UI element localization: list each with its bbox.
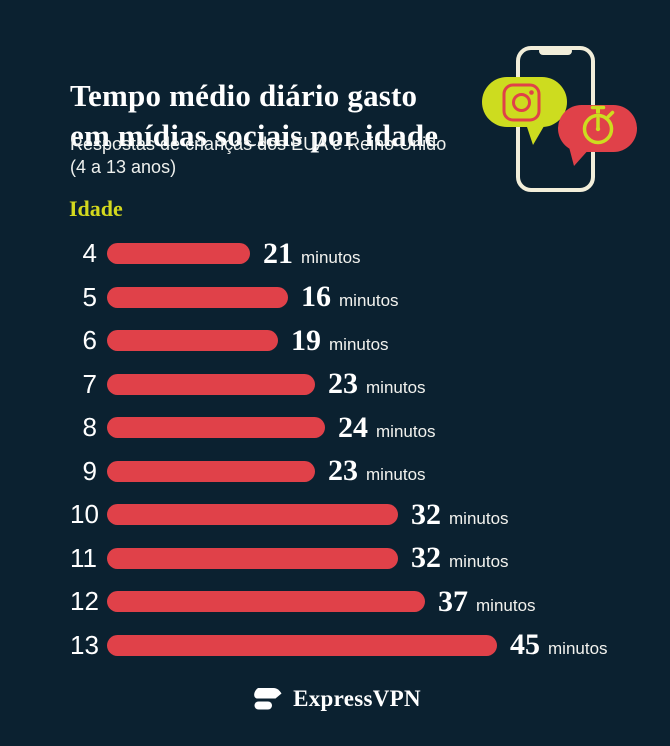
unit-label: minutos <box>449 508 509 528</box>
value-label: 16 <box>301 280 331 314</box>
brand-name: ExpressVPN <box>293 686 421 711</box>
unit-label: minutos <box>329 334 389 354</box>
value-label: 24 <box>338 410 368 444</box>
chart-rows: 4 21 minutos 5 16 minutos 6 19 minutos <box>70 232 630 667</box>
age-label: 8 <box>82 412 97 443</box>
value-label: 21 <box>263 236 293 270</box>
bar <box>107 504 398 526</box>
value-group: 24 minutos <box>338 410 436 444</box>
value-group: 45 minutos <box>510 630 608 660</box>
value-group: 32 minutos <box>411 543 509 573</box>
chart-row: 11 32 minutos <box>70 537 630 581</box>
value-label: 32 <box>411 541 441 575</box>
chart-row: 13 45 minutos <box>70 624 630 668</box>
bar <box>107 243 250 265</box>
value-label: 32 <box>411 497 441 531</box>
bar <box>107 591 425 613</box>
instagram-icon <box>502 83 541 122</box>
value-label: 23 <box>328 454 358 488</box>
chart-row: 4 21 minutos <box>70 232 630 276</box>
unit-label: minutos <box>548 639 608 659</box>
value-group: 23 minutos <box>328 456 426 486</box>
phone-notch <box>539 47 572 55</box>
chat-bubble-red <box>558 105 637 166</box>
value-label: 37 <box>438 584 468 618</box>
subtitle: Respostas de crianças dos EUA e Reino Un… <box>70 133 446 179</box>
unit-label: minutos <box>301 247 361 267</box>
bar <box>107 460 315 482</box>
value-group: 23 minutos <box>328 369 426 399</box>
chart-row: 12 37 minutos <box>70 580 630 624</box>
value-group: 32 minutos <box>411 497 509 531</box>
page-title-line2: em mídias sociais por idade <box>70 117 439 153</box>
age-label: 9 <box>82 455 97 486</box>
age-label: 11 <box>70 542 97 573</box>
phone-illustration <box>482 46 637 192</box>
unit-label: minutos <box>339 291 399 311</box>
bar <box>107 373 315 395</box>
age-label: 10 <box>70 499 99 530</box>
bar <box>107 547 398 569</box>
age-label: 5 <box>82 281 97 312</box>
subtitle-line2: (4 a 13 anos) <box>70 157 177 177</box>
value-label: 23 <box>328 367 358 401</box>
unit-label: minutos <box>449 552 509 572</box>
chart-row: 5 16 minutos <box>70 276 630 320</box>
value-group: 16 minutos <box>301 282 399 312</box>
chart-row: 10 32 minutos <box>70 493 630 537</box>
age-label: 12 <box>70 586 99 617</box>
page-title-line1: Tempo médio diário gasto <box>70 77 418 113</box>
unit-label: minutos <box>366 378 426 398</box>
chart-row: 8 24 minutos <box>70 406 630 450</box>
stopwatch-icon <box>582 105 615 145</box>
age-label: 13 <box>70 629 99 660</box>
value-group: 37 minutos <box>438 584 536 618</box>
age-label: 7 <box>82 368 97 399</box>
chart-row: 6 19 minutos <box>70 319 630 363</box>
chat-bubble-green <box>482 77 567 145</box>
age-label: 4 <box>82 238 97 269</box>
subtitle-line1: Respostas de crianças dos EUA e Reino Un… <box>70 134 447 154</box>
chart-row: 9 23 minutos <box>70 450 630 494</box>
footer: ExpressVPN <box>0 684 670 714</box>
bar <box>107 330 278 352</box>
value-group: 21 minutos <box>263 236 361 270</box>
age-label: 6 <box>82 325 97 356</box>
bar <box>107 286 288 308</box>
bar <box>107 634 497 656</box>
bar <box>107 417 325 439</box>
value-label: 19 <box>291 323 321 357</box>
age-axis-label: Idade <box>69 196 123 221</box>
expressvpn-logo-icon <box>254 688 282 710</box>
unit-label: minutos <box>476 595 536 615</box>
chart-row: 7 23 minutos <box>70 363 630 407</box>
unit-label: minutos <box>366 465 426 485</box>
value-label: 45 <box>510 628 540 662</box>
unit-label: minutos <box>376 421 436 441</box>
page-title: Tempo médio diário gasto em mídias socia… <box>70 76 438 156</box>
value-group: 19 minutos <box>291 323 389 357</box>
